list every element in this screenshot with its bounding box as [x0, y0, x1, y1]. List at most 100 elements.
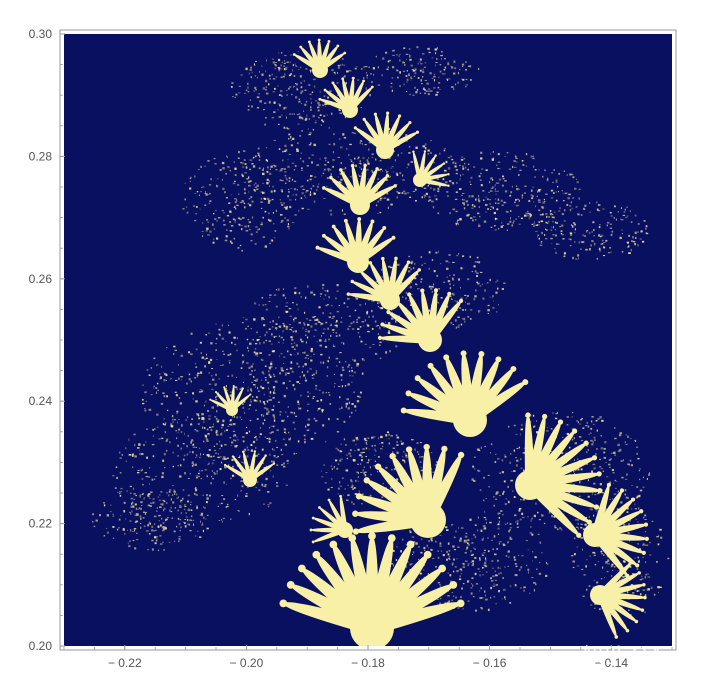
fractal-speck: [133, 498, 135, 501]
fractal-speck: [253, 318, 256, 321]
fractal-speck: [639, 489, 643, 492]
fractal-speck: [244, 187, 246, 190]
fractal-speck: [291, 327, 294, 329]
fractal-petal-tip: [640, 608, 645, 612]
fractal-speck: [468, 302, 471, 305]
fractal-speck: [591, 240, 593, 242]
fractal-speck: [308, 157, 311, 159]
fractal-speck: [207, 514, 209, 516]
fractal-speck: [262, 87, 266, 90]
fractal-speck: [513, 559, 517, 561]
fractal-speck: [262, 485, 265, 487]
fractal-speck: [472, 465, 475, 468]
fractal-speck: [269, 185, 270, 188]
fractal-speck: [335, 297, 337, 300]
fractal-speck: [580, 439, 584, 442]
fractal-image: [92, 38, 670, 646]
fractal-speck: [272, 386, 276, 389]
fractal-speck: [627, 241, 629, 244]
fractal-speck: [119, 472, 122, 474]
fractal-speck: [343, 137, 347, 139]
fractal-speck: [225, 483, 227, 485]
fractal-speck: [266, 408, 269, 411]
fractal-speck: [344, 167, 347, 170]
fractal-speck: [232, 430, 236, 432]
fractal-speck: [325, 105, 327, 107]
fractal-speck: [405, 75, 408, 77]
fractal-speck: [192, 392, 195, 395]
fractal-speck: [487, 312, 489, 314]
fractal-speck: [481, 283, 483, 285]
fractal-petal-tip: [386, 310, 391, 315]
fractal-speck: [320, 124, 322, 126]
fractal-speck: [222, 457, 225, 460]
fractal-speck: [237, 337, 238, 340]
fractal-speck: [634, 242, 636, 246]
fractal-speck: [489, 452, 491, 454]
fractal-speck: [402, 455, 404, 458]
fractal-speck: [503, 544, 506, 547]
fractal-speck: [590, 420, 593, 423]
fractal-speck: [420, 572, 422, 575]
fractal-speck: [242, 360, 245, 363]
fractal-speck: [163, 453, 166, 456]
fractal-speck: [154, 478, 156, 481]
fractal-speck: [439, 602, 442, 605]
fractal-speck: [199, 341, 202, 344]
fractal-speck: [254, 186, 258, 188]
fractal-speck: [577, 519, 579, 521]
fractal-speck: [285, 411, 287, 414]
fractal-speck: [426, 544, 428, 548]
fractal-speck: [456, 181, 458, 184]
fractal-speck: [180, 512, 182, 515]
fractal-speck: [270, 361, 273, 363]
fractal-speck: [450, 155, 452, 158]
fractal-speck: [421, 83, 423, 85]
fractal-speck: [344, 361, 347, 363]
fractal-speck: [399, 85, 401, 87]
fractal-speck: [600, 550, 603, 553]
fractal-speck: [430, 187, 432, 189]
fractal-speck: [485, 571, 488, 573]
fractal-speck: [533, 201, 535, 203]
fractal-speck: [644, 535, 646, 537]
fractal-speck: [443, 169, 447, 171]
fractal-speck: [465, 78, 468, 81]
fractal-speck: [485, 518, 487, 521]
fractal-speck: [176, 437, 178, 440]
fractal-speck: [624, 478, 628, 480]
fractal-speck: [267, 201, 270, 204]
fractal-speck: [250, 239, 253, 242]
fractal-speck: [433, 76, 436, 78]
fractal-speck: [595, 453, 597, 456]
fractal-speck: [278, 170, 281, 172]
fractal-speck: [275, 76, 278, 78]
fractal-speck: [152, 435, 154, 437]
fractal-speck: [436, 178, 440, 180]
fractal-speck: [162, 476, 164, 478]
fractal-speck: [261, 387, 265, 390]
fractal-speck: [358, 162, 361, 164]
fractal-speck: [414, 68, 417, 71]
fractal-speck: [461, 309, 465, 311]
fractal-speck: [538, 221, 540, 223]
fractal-speck: [619, 432, 623, 434]
fractal-speck: [173, 345, 176, 348]
fractal-speck: [598, 234, 601, 237]
fractal-petal-tip: [374, 463, 382, 470]
fractal-speck: [562, 436, 564, 438]
fractal-speck: [471, 195, 474, 198]
fractal-speck: [128, 453, 132, 456]
fractal-speck: [208, 202, 211, 205]
fractal-speck: [247, 90, 250, 93]
fractal-speck: [332, 315, 335, 318]
fractal-speck: [162, 459, 165, 462]
fractal-speck: [575, 258, 578, 260]
fractal-speck: [509, 536, 511, 538]
fractal-speck: [288, 438, 291, 441]
fractal-speck: [119, 491, 121, 493]
fractal-speck: [288, 205, 292, 208]
fractal-speck: [210, 178, 212, 181]
fractal-speck: [299, 338, 302, 341]
fractal-speck: [226, 214, 230, 217]
